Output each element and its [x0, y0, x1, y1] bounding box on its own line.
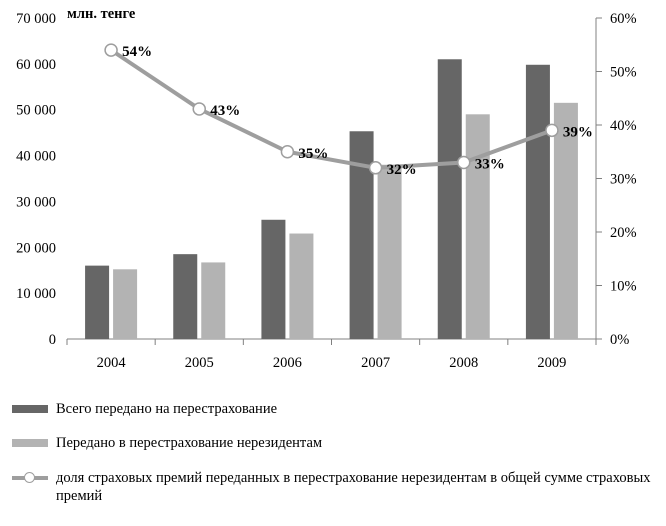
legend-label-total: Всего передано на перестрахование: [56, 401, 278, 417]
share-point: [192, 102, 206, 116]
bar-total: [173, 254, 198, 339]
share-data-label: 39%: [563, 124, 593, 140]
bar-total: [85, 265, 110, 339]
bars: [85, 59, 578, 340]
y-tick-label-right: 20%: [610, 225, 637, 241]
bar-nonresident: [113, 269, 138, 339]
share-point: [368, 161, 383, 175]
legend-item-nonresident: Передано в перестрахование нерезидентам: [12, 434, 322, 452]
x-tick-label: 2007: [361, 355, 390, 371]
legend-swatch-share: [12, 471, 48, 485]
x-tick-label: 2009: [537, 355, 566, 371]
share-point: [457, 155, 471, 170]
bar-nonresident: [465, 114, 490, 339]
x-tick-label: 2005: [185, 355, 214, 371]
share-point: [104, 43, 118, 57]
legend-item-share: доля страховых премий переданных в перес…: [12, 469, 666, 505]
legend-swatch-nonresident: [12, 439, 48, 447]
share-data-label: 32%: [387, 162, 417, 178]
x-tick-label: 2006: [273, 355, 302, 371]
y-tick-label-left: 70 000: [16, 11, 56, 27]
y-tick-label-right: 50%: [610, 65, 637, 81]
share-data-label: 35%: [298, 146, 328, 162]
y-tick-label-right: 0%: [610, 332, 629, 348]
axes: 0 10 000 20 000 30 000 40 000 50 000 60 000 70 …: [16, 11, 636, 371]
bar-total: [525, 64, 550, 339]
legend-label-share: доля страховых премий переданных в перес…: [56, 470, 651, 504]
y-tick-label-left: 60 000: [16, 57, 56, 73]
legend-label-nonresident: Передано в перестрахование нерезидентам: [56, 435, 323, 451]
share-line-path: [109, 48, 553, 170]
share-data-label: 33%: [475, 156, 505, 172]
legend-item-total: Всего передано на перестрахование: [12, 400, 277, 418]
y-tick-label-right: 40%: [610, 118, 637, 134]
share-point: [280, 145, 295, 159]
x-tick-label: 2008: [449, 355, 478, 371]
share-point: [545, 123, 559, 138]
legend-swatch-total: [12, 405, 48, 413]
unit-label: млн. тенге: [67, 6, 136, 22]
bar-nonresident: [289, 233, 314, 339]
y-tick-label-right: 30%: [610, 172, 637, 188]
x-tick-label: 2004: [97, 355, 127, 371]
share-data-label: 54%: [122, 44, 152, 60]
y-tick-label-left: 10 000: [16, 286, 56, 302]
y-tick-label-left: 0: [49, 332, 56, 348]
bar-nonresident: [553, 102, 578, 339]
share-line: 54% 43% 35% 32% 33% 39%: [104, 43, 593, 178]
bar-nonresident: [377, 164, 402, 339]
y-tick-label-left: 30 000: [16, 194, 56, 210]
bar-total: [261, 219, 286, 339]
bar-total: [437, 59, 462, 340]
share-data-label: 43%: [210, 103, 240, 119]
y-tick-label-right: 60%: [610, 11, 637, 27]
y-tick-label-right: 10%: [610, 279, 637, 295]
y-tick-label-left: 20 000: [16, 240, 56, 256]
y-tick-label-left: 40 000: [16, 149, 56, 165]
bar-nonresident: [201, 262, 226, 339]
y-tick-label-left: 50 000: [16, 103, 56, 119]
